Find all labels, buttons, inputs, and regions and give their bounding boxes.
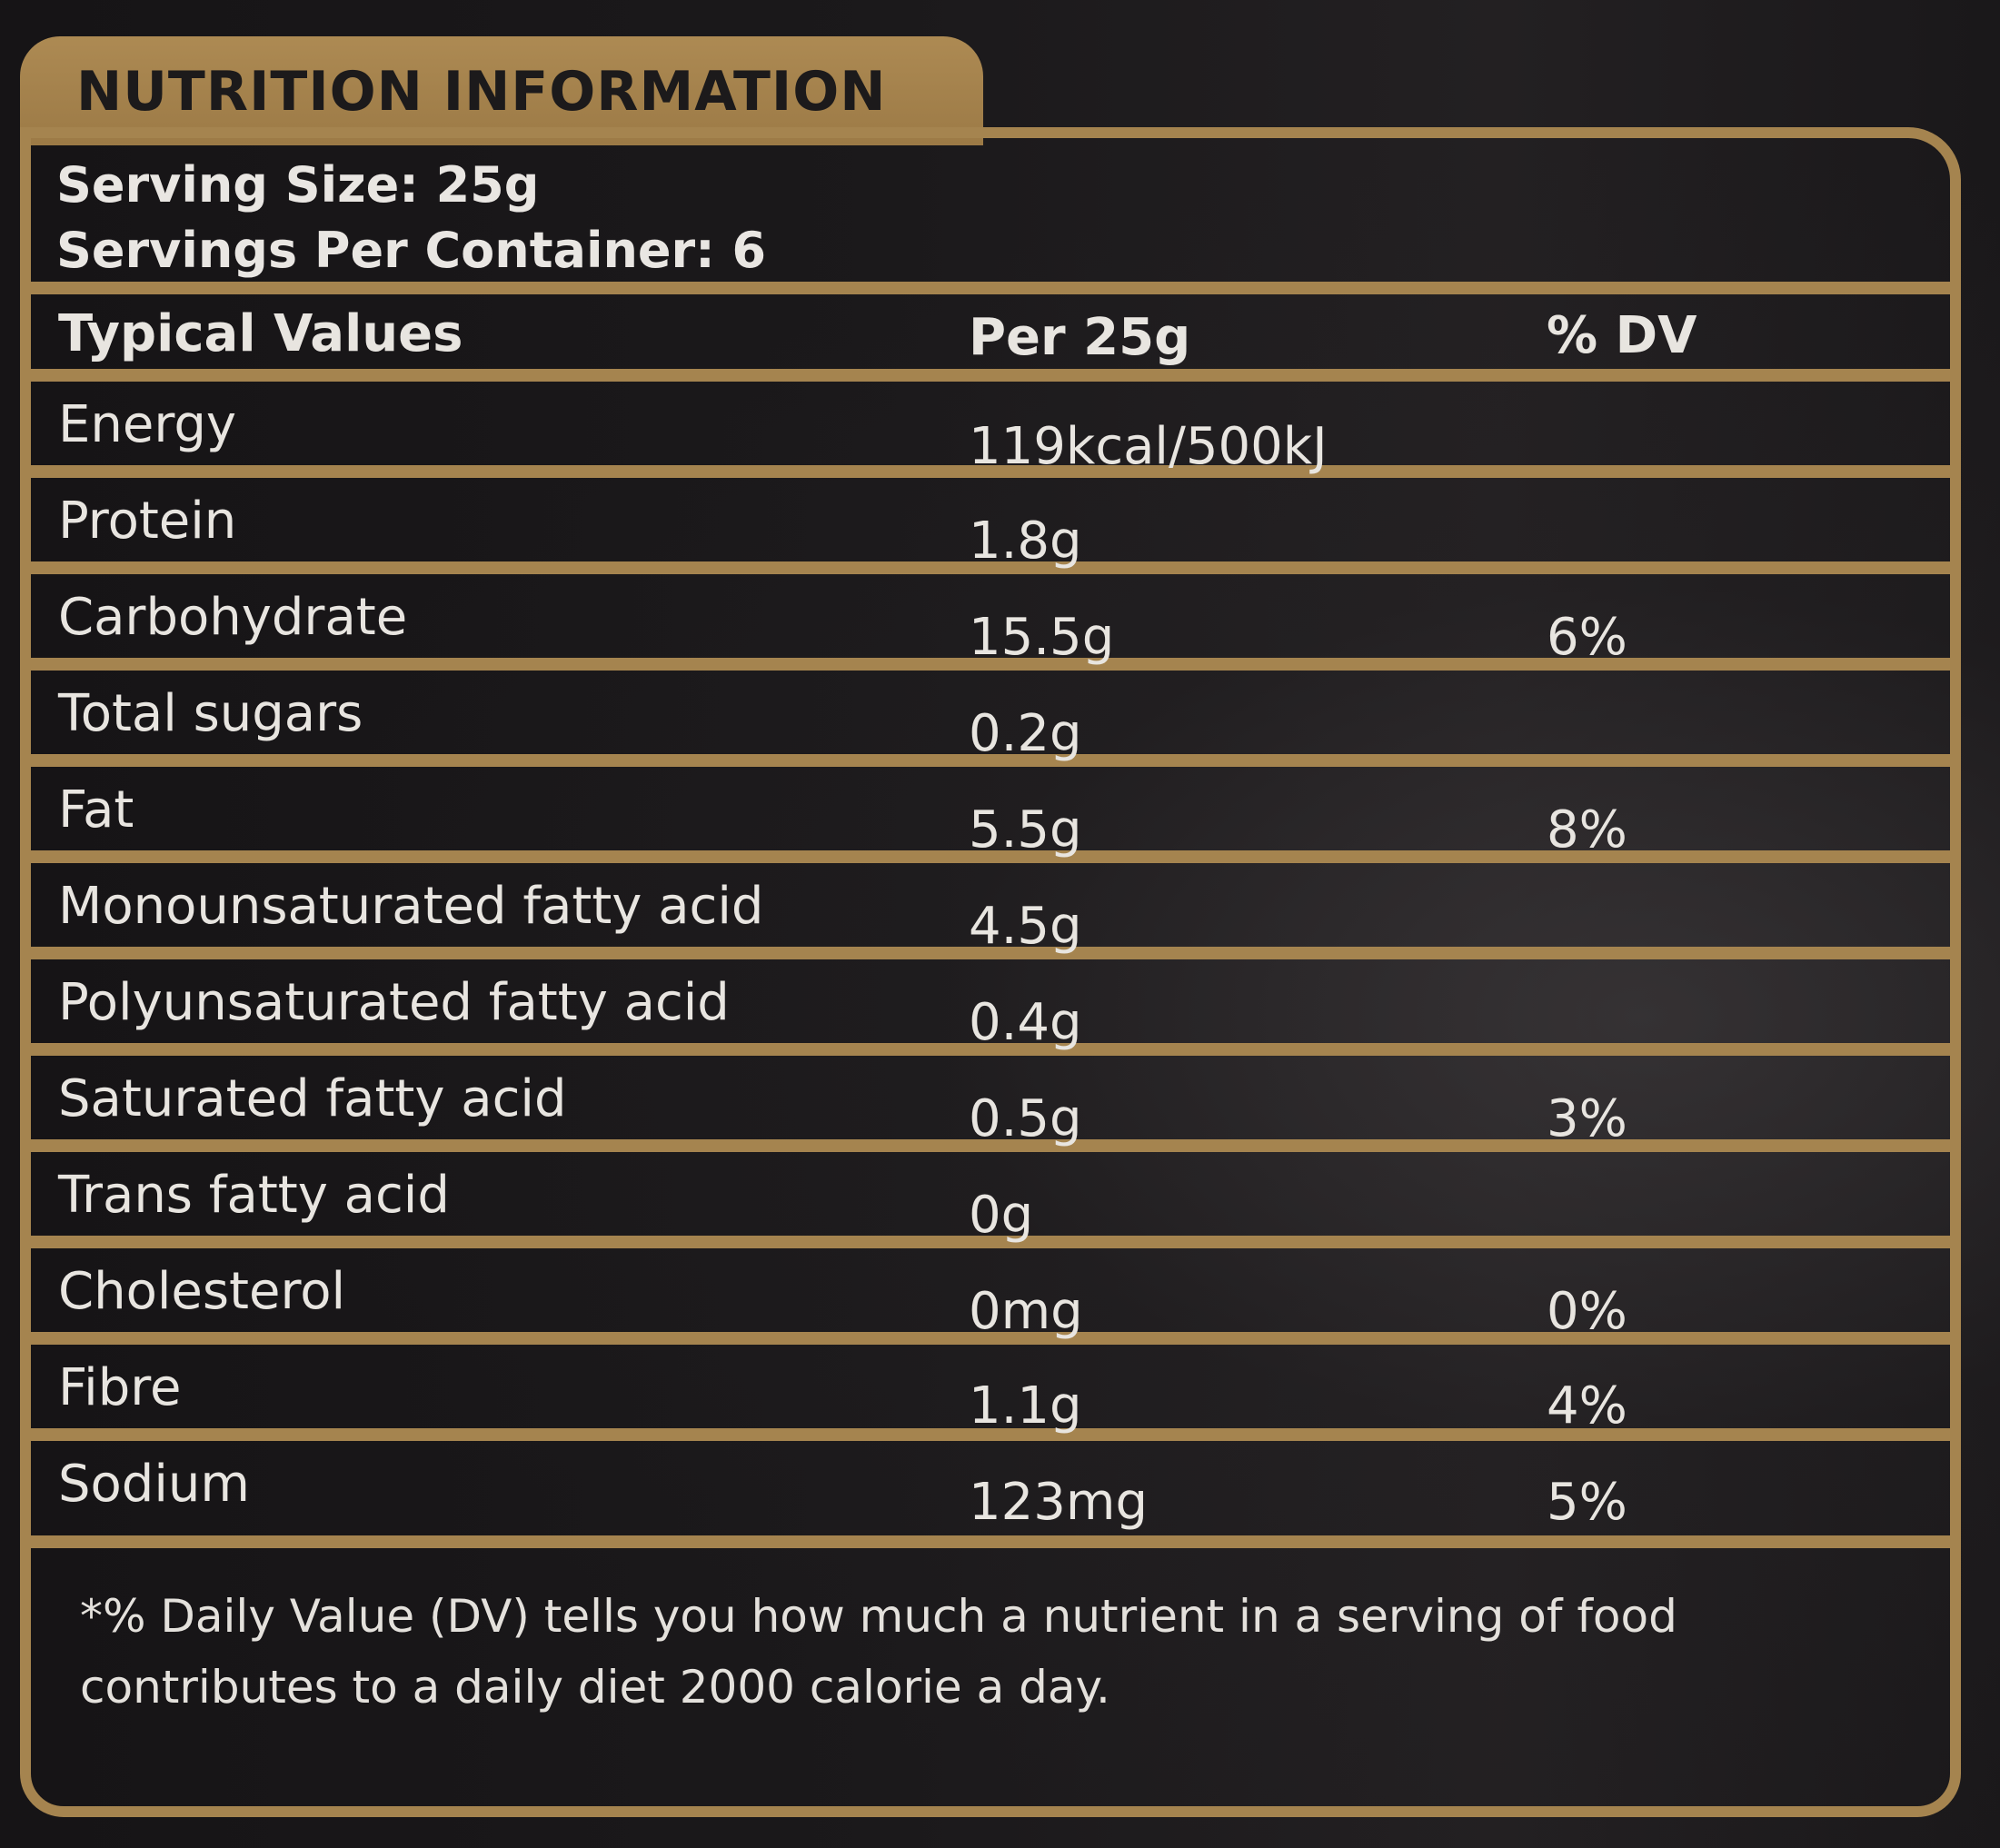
nutrient-name: Protein <box>58 492 237 551</box>
nutrient-amount: 15.5g <box>969 608 1115 667</box>
nutrient-name: Fibre <box>58 1358 182 1417</box>
nutrient-name: Monounsaturated fatty acid <box>58 877 764 936</box>
nutrient-name: Total sugars <box>58 684 363 743</box>
nutrient-name: Cholesterol <box>58 1262 346 1321</box>
header-typical-values: Typical Values <box>58 304 463 363</box>
nutrient-dv: 4% <box>1547 1376 1627 1436</box>
nutrient-dv: 5% <box>1547 1473 1627 1532</box>
nutrient-amount: 0g <box>969 1186 1034 1245</box>
label-frame <box>20 127 1961 1817</box>
footnote-line: contributes to a daily diet 2000 calorie… <box>80 1661 1110 1714</box>
nutrient-amount: 1.8g <box>969 512 1082 571</box>
nutrient-amount: 0mg <box>969 1282 1083 1341</box>
nutrient-amount: 0.2g <box>969 704 1082 763</box>
nutrition-label: NUTRITION INFORMATION Serving Size: 25g … <box>20 36 1961 1817</box>
divider <box>29 561 1955 574</box>
nutrient-name: Polyunsaturated fatty acid <box>58 973 730 1032</box>
nutrient-dv: 8% <box>1547 800 1627 859</box>
servings-per-container: Servings Per Container: 6 <box>56 222 767 279</box>
nutrient-name: Saturated fatty acid <box>58 1069 567 1128</box>
divider <box>29 754 1955 767</box>
divider <box>29 947 1955 959</box>
nutrient-name: Carbohydrate <box>58 588 408 647</box>
nutrient-dv: 0% <box>1547 1282 1627 1341</box>
nutrient-amount: 5.5g <box>969 800 1082 859</box>
divider <box>29 1535 1955 1548</box>
footnote-line: *% Daily Value (DV) tells you how much a… <box>80 1590 1677 1643</box>
header-dv: % DV <box>1547 306 1697 365</box>
nutrient-name: Energy <box>58 395 237 454</box>
nutrient-amount: 1.1g <box>969 1376 1082 1436</box>
nutrient-dv: 3% <box>1547 1089 1627 1148</box>
divider <box>29 1139 1955 1152</box>
nutrient-name: Sodium <box>58 1455 250 1514</box>
divider <box>29 369 1955 382</box>
divider <box>29 850 1955 863</box>
nutrient-name: Fat <box>58 780 134 840</box>
nutrient-amount: 123mg <box>969 1473 1148 1532</box>
nutrient-amount: 0.5g <box>969 1089 1082 1148</box>
nutrient-amount: 119kcal/500kJ <box>969 417 1328 476</box>
serving-info: Serving Size: 25g Servings Per Container… <box>56 153 766 283</box>
panel-title: NUTRITION INFORMATION <box>76 60 887 124</box>
divider <box>29 1236 1955 1248</box>
nutrient-amount: 0.4g <box>969 993 1082 1052</box>
divider <box>29 465 1955 478</box>
header-per-serving: Per 25g <box>969 308 1191 367</box>
daily-value-footnote: *% Daily Value (DV) tells you how much a… <box>80 1581 1934 1723</box>
divider <box>29 658 1955 671</box>
nutrient-amount: 4.5g <box>969 897 1082 956</box>
divider <box>29 1428 1955 1441</box>
divider <box>29 1043 1955 1056</box>
serving-size: Serving Size: 25g <box>56 156 540 214</box>
nutrient-dv: 6% <box>1547 608 1627 667</box>
nutrient-name: Trans fatty acid <box>58 1166 450 1225</box>
divider <box>29 1332 1955 1345</box>
divider <box>29 282 1955 294</box>
